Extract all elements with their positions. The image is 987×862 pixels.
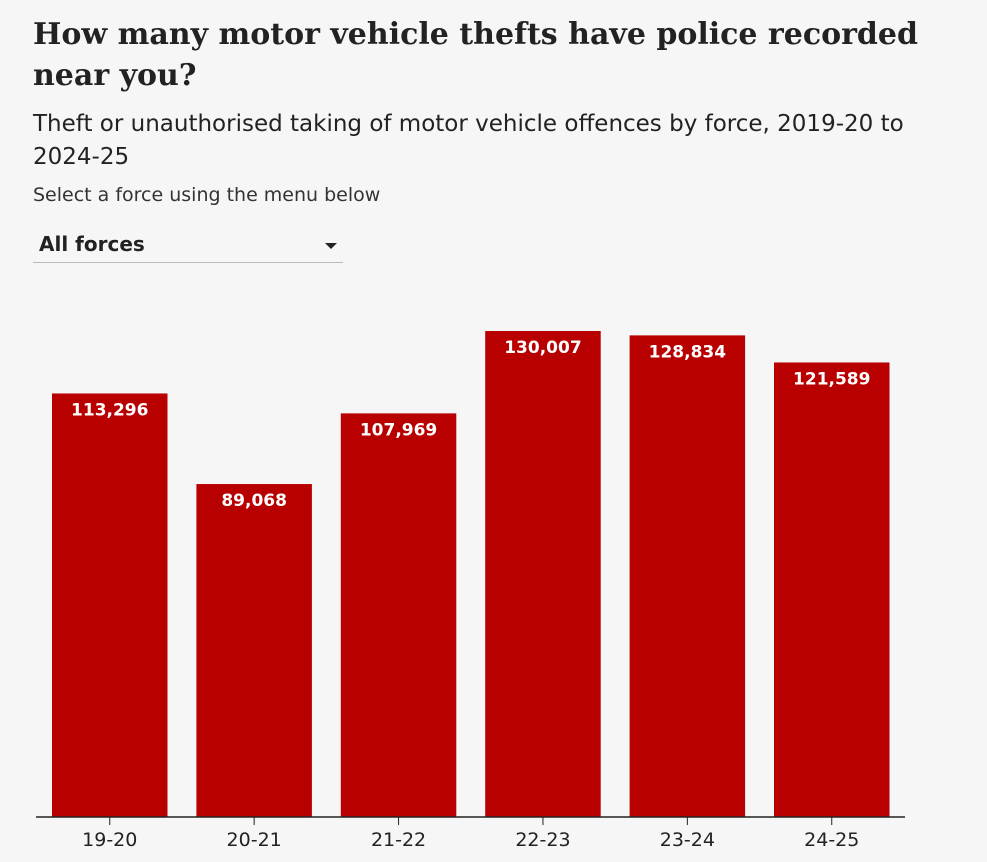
bar-21-22 (340, 413, 457, 817)
x-tick-label: 19-20 (82, 829, 137, 851)
bar-22-23 (485, 331, 601, 817)
chart-subtitle: Theft or unauthorised taking of motor ve… (33, 111, 904, 170)
bar-19-20 (52, 393, 168, 817)
value-label: 89,068 (221, 491, 287, 511)
x-tick-label: 24-25 (804, 829, 859, 851)
select-instruction: Select a force using the menu below (33, 184, 381, 206)
value-label: 121,589 (793, 369, 870, 389)
chart-title: How many motor vehicle thefts have polic… (33, 17, 918, 93)
bar-20-21 (196, 484, 312, 817)
value-label: 130,007 (504, 338, 581, 358)
x-tick-label: 23-24 (660, 829, 715, 851)
x-tick-label: 21-22 (371, 829, 426, 851)
caret-down-icon (325, 243, 337, 249)
value-label: 107,969 (360, 420, 437, 440)
bar-23-24 (629, 335, 746, 817)
force-dropdown[interactable]: All forces (33, 230, 343, 263)
force-dropdown-value: All forces (39, 232, 145, 256)
value-label: 113,296 (71, 400, 148, 420)
x-tick-label: 20-21 (227, 829, 282, 851)
bar-24-25 (774, 362, 890, 817)
x-tick-label: 22-23 (515, 829, 570, 851)
value-label: 128,834 (649, 342, 727, 362)
